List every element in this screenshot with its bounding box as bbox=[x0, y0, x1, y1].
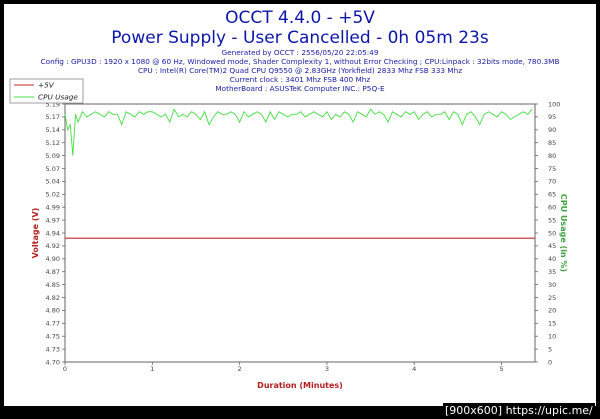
x-axis: 0 1 2 3 4 5 bbox=[63, 362, 504, 373]
y-left-tick-label: 4.70 bbox=[46, 358, 60, 366]
y-axis-left: 4.70 4.73 4.75 4.77 4.80 4.82 4.85 4.87 4.90 4.92… bbox=[46, 100, 65, 366]
y-left-tick-label: 4.85 bbox=[46, 281, 60, 289]
y-right-tick-label: 30 bbox=[548, 281, 556, 289]
y-left-tick-label: 5.09 bbox=[46, 152, 60, 160]
legend-box bbox=[9, 78, 84, 104]
y-right-tick-label: 0 bbox=[548, 358, 552, 366]
watermark: [900x600] https://upic.me/ bbox=[443, 403, 595, 418]
y-left-tick-label: 4.82 bbox=[46, 294, 60, 302]
y-right-tick-label: 50 bbox=[548, 229, 556, 237]
y-left-tick-label: 5.12 bbox=[46, 139, 60, 147]
y-right-tick-label: 20 bbox=[548, 307, 556, 315]
chart-subtitle: Power Supply - User Cancelled - 0h 05m 2… bbox=[111, 28, 489, 48]
y-left-tick-label: 5.19 bbox=[46, 100, 60, 108]
x-tick-label: 2 bbox=[238, 365, 242, 373]
plot-area bbox=[64, 103, 536, 363]
y-right-tick-label: 60 bbox=[548, 204, 556, 212]
legend-label-cpu: CPU Usage bbox=[38, 93, 78, 102]
x-tick-label: 0 bbox=[63, 365, 67, 373]
x-tick-label: 4 bbox=[412, 365, 416, 373]
x-axis-label: Duration (Minutes) bbox=[257, 381, 343, 390]
y-left-tick-label: 5.17 bbox=[46, 113, 60, 121]
info-motherboard: MotherBoard : ASUSTeK Computer INC.: P5Q… bbox=[215, 84, 385, 93]
legend-label-voltage: +5V bbox=[38, 81, 55, 90]
y-right-tick-label: 5 bbox=[548, 345, 552, 353]
y-right-tick-label: 80 bbox=[548, 152, 556, 160]
y-right-tick-label: 25 bbox=[548, 294, 556, 302]
chart-frame: OCCT 4.4.0 - +5V Power Supply - User Can… bbox=[4, 4, 596, 406]
y-left-tick-label: 4.94 bbox=[46, 229, 60, 237]
y-right-tick-label: 55 bbox=[548, 216, 556, 224]
y-axis-label: Voltage (V) bbox=[31, 208, 40, 259]
y-right-tick-label: 10 bbox=[548, 333, 556, 341]
y-left-tick-label: 4.80 bbox=[46, 307, 60, 315]
y-right-tick-label: 100 bbox=[548, 100, 560, 108]
chart-svg: OCCT 4.4.0 - +5V Power Supply - User Can… bbox=[9, 8, 568, 390]
chart-title: OCCT 4.4.0 - +5V bbox=[225, 8, 375, 28]
info-generated: Generated by OCCT : 2556/05/20 22:05:49 bbox=[222, 48, 379, 57]
legend: +5V CPU Usage bbox=[9, 78, 84, 104]
y-right-tick-label: 95 bbox=[548, 113, 556, 121]
y-right-tick-label: 45 bbox=[548, 242, 556, 250]
y-left-tick-label: 4.77 bbox=[46, 320, 60, 328]
y-left-tick-label: 4.92 bbox=[46, 242, 60, 250]
y-left-tick-label: 4.73 bbox=[46, 345, 60, 353]
y-right-tick-label: 35 bbox=[548, 268, 556, 276]
y-left-tick-label: 4.75 bbox=[46, 333, 60, 341]
y-right-tick-label: 15 bbox=[548, 320, 556, 328]
y-right-tick-label: 40 bbox=[548, 255, 556, 263]
y-left-tick-label: 4.99 bbox=[46, 204, 60, 212]
y-axis-right: 0 5 10 15 20 25 30 35 40 45 50 55 60 65 70 75 80 85 90 95 10… bbox=[535, 100, 560, 366]
y-left-tick-label: 4.90 bbox=[46, 255, 60, 263]
y-left-tick-label: 5.04 bbox=[46, 178, 60, 186]
x-tick-label: 5 bbox=[499, 365, 503, 373]
info-clock: Current clock : 3401 Mhz FSB 400 Mhz bbox=[230, 75, 371, 84]
y-right-tick-label: 75 bbox=[548, 165, 556, 173]
y-right-tick-label: 85 bbox=[548, 139, 556, 147]
info-cpu: CPU : Intel(R) Core(TM)2 Quad CPU Q9550 … bbox=[138, 66, 462, 75]
y-left-tick-label: 5.07 bbox=[46, 165, 60, 173]
y-left-tick-label: 5.14 bbox=[46, 126, 60, 134]
y-right-tick-label: 70 bbox=[548, 178, 556, 186]
series-layer bbox=[64, 108, 535, 239]
x-tick-label: 3 bbox=[325, 365, 329, 373]
y-left-tick-label: 4.97 bbox=[46, 216, 60, 224]
series-line-cpu-usage bbox=[64, 108, 533, 156]
info-config: Config : GPU3D : 1920 x 1080 @ 60 Hz, Wi… bbox=[41, 57, 560, 66]
y2-axis-label: CPU Usage (in %) bbox=[559, 194, 568, 272]
y-left-tick-label: 5.02 bbox=[46, 191, 60, 199]
y-right-tick-label: 90 bbox=[548, 126, 556, 134]
x-tick-label: 1 bbox=[150, 365, 154, 373]
y-right-tick-label: 65 bbox=[548, 191, 556, 199]
y-left-tick-label: 4.87 bbox=[46, 268, 60, 276]
